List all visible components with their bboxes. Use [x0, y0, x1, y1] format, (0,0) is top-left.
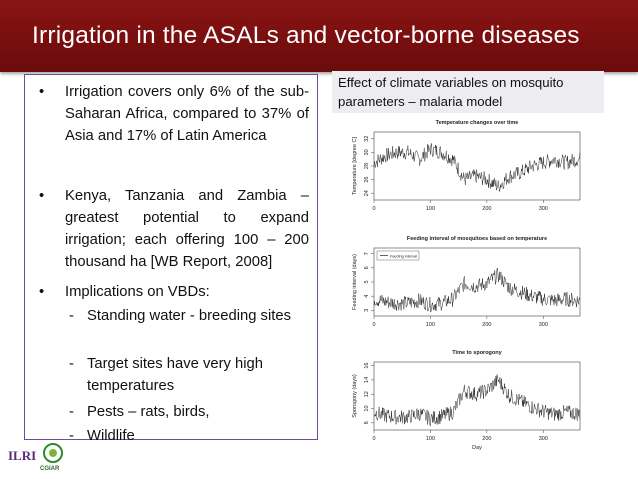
bullet-text: Kenya, Tanzania and Zambia – greatest po… — [65, 188, 309, 270]
bullet-text-box: • Irrigation covers only 6% of the sub-S… — [24, 74, 318, 444]
y-tick-label: 6 — [364, 266, 370, 269]
y-tick-label: 16 — [364, 363, 370, 369]
x-tick-label: 300 — [539, 322, 548, 328]
y-tick-label: 30 — [364, 149, 370, 155]
slide-header: Irrigation in the ASALs and vector-borne… — [0, 0, 638, 72]
ilri-logo: ILRI — [8, 448, 37, 463]
chart-title: Temperature changes over time — [436, 120, 519, 126]
x-tick-label: 0 — [372, 436, 375, 442]
x-tick-label: 0 — [372, 322, 375, 328]
bullet-dot-icon: • — [39, 84, 45, 100]
chart-title: Time to sporogony — [452, 350, 502, 356]
dash-icon: - — [69, 428, 74, 444]
y-tick-label: 24 — [364, 190, 370, 196]
plot-frame — [373, 131, 581, 201]
dash-icon: - — [69, 308, 74, 324]
y-tick-label: 26 — [364, 177, 370, 183]
dash-icon: - — [69, 356, 74, 372]
y-axis-label: Sporogony (days) — [352, 374, 358, 418]
x-tick-label: 200 — [482, 206, 491, 212]
cgiar-logo-icon — [43, 443, 63, 463]
slide-title: Irrigation in the ASALs and vector-borne… — [32, 22, 580, 49]
x-tick-label: 300 — [539, 436, 548, 442]
y-axis-label: Temperature [degree C] — [352, 136, 358, 195]
x-tick-label: 200 — [482, 436, 491, 442]
logos: ILRI CGIAR — [6, 442, 66, 478]
y-tick-label: 8 — [364, 421, 370, 424]
y-tick-label: 5 — [364, 280, 370, 283]
y-tick-label: 14 — [364, 377, 370, 383]
sub-bullet-text: Pests – rats, birds, — [87, 404, 210, 420]
y-axis-label: Feeding interval (days) — [352, 254, 358, 310]
y-tick-label: 4 — [364, 295, 370, 298]
y-tick-label: 28 — [364, 163, 370, 169]
dash-icon: - — [69, 404, 74, 420]
series-line — [374, 374, 581, 427]
bullet-text: Irrigation covers only 6% of the sub-Sah… — [65, 84, 309, 144]
y-tick-label: 10 — [364, 405, 370, 411]
plot-frame — [373, 361, 581, 431]
sub-bullet-text: Target sites have very high temperatures — [87, 356, 264, 394]
y-tick-label: 32 — [364, 136, 370, 142]
x-tick-label: 0 — [372, 206, 375, 212]
legend-box — [376, 250, 420, 261]
x-axis-label: Day — [472, 445, 482, 451]
x-tick-label: 300 — [539, 206, 548, 212]
y-tick-label: 12 — [364, 391, 370, 397]
sub-bullet-text: Wildlife — [87, 428, 135, 444]
cgiar-logo-text: CGIAR — [40, 466, 60, 472]
chart-title: Feeding interval of mosquitoes based on … — [407, 236, 547, 242]
bullet-text: Implications on VBDs: — [65, 284, 210, 300]
y-tick-label: 7 — [364, 252, 370, 255]
x-tick-label: 100 — [426, 436, 435, 442]
sub-bullet-text: Standing water - breeding sites — [87, 308, 291, 324]
series-line — [373, 143, 581, 192]
x-tick-label: 200 — [482, 322, 491, 328]
x-tick-label: 100 — [426, 206, 435, 212]
legend-label: Feeding interval — [390, 255, 417, 259]
y-tick-label: 3 — [364, 309, 370, 312]
series-line — [373, 267, 581, 313]
x-tick-label: 100 — [426, 322, 435, 328]
bullet-dot-icon: • — [39, 188, 45, 204]
figure-caption: Effect of climate variables on mosquito … — [332, 71, 604, 113]
bullet-dot-icon: • — [39, 284, 45, 300]
